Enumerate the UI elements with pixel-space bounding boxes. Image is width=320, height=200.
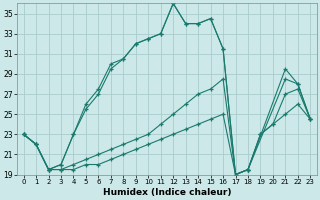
X-axis label: Humidex (Indice chaleur): Humidex (Indice chaleur) [103, 188, 231, 197]
